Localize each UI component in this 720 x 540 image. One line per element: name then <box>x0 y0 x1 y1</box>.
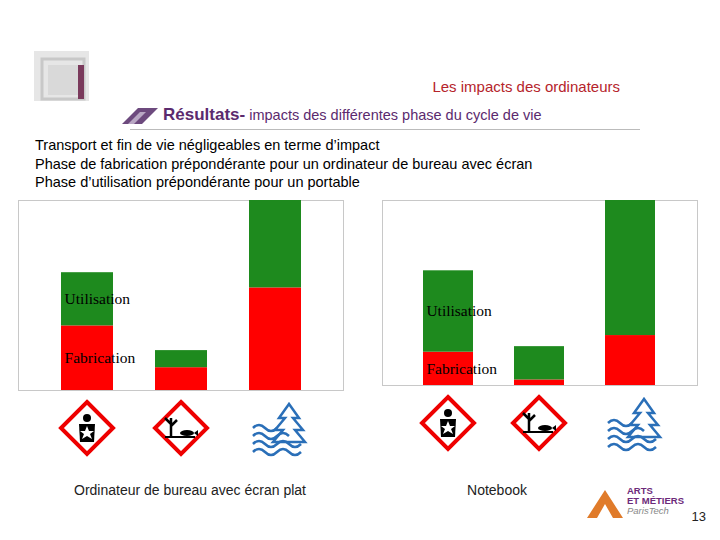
svg-text:Fabrication: Fabrication <box>426 360 497 377</box>
html-text:Ordinateur de bureau avec écra: Ordinateur de bureau avec écran plat <box>74 482 306 498</box>
html-text:Transport et fin de vie néglig: Transport et fin de vie négligeables en … <box>35 137 380 153</box>
svg-text:Fabrication: Fabrication <box>65 349 136 366</box>
html-text:Résultats-impacts des différen: Résultats-impacts des différentes phase … <box>163 105 542 124</box>
html-text:Notebook: Notebook <box>467 482 527 498</box>
svg-text:Utilisation: Utilisation <box>426 302 492 319</box>
html-text:Les impacts des ordinateurs: Les impacts des ordinateurs <box>432 78 620 95</box>
html-text:ARTS: ARTS <box>627 485 653 496</box>
html-text:ET MÉTIERS: ET MÉTIERS <box>627 495 684 506</box>
html-text:Phase d’utilisation prépondéra: Phase d’utilisation prépondérante pour u… <box>35 174 360 190</box>
html-text:13: 13 <box>691 509 706 524</box>
svg-text:Utilisation: Utilisation <box>65 290 131 307</box>
html-text:Phase de fabrication prépondér: Phase de fabrication prépondérante pour … <box>35 155 533 172</box>
html-text:ParisTech: ParisTech <box>627 505 669 516</box>
